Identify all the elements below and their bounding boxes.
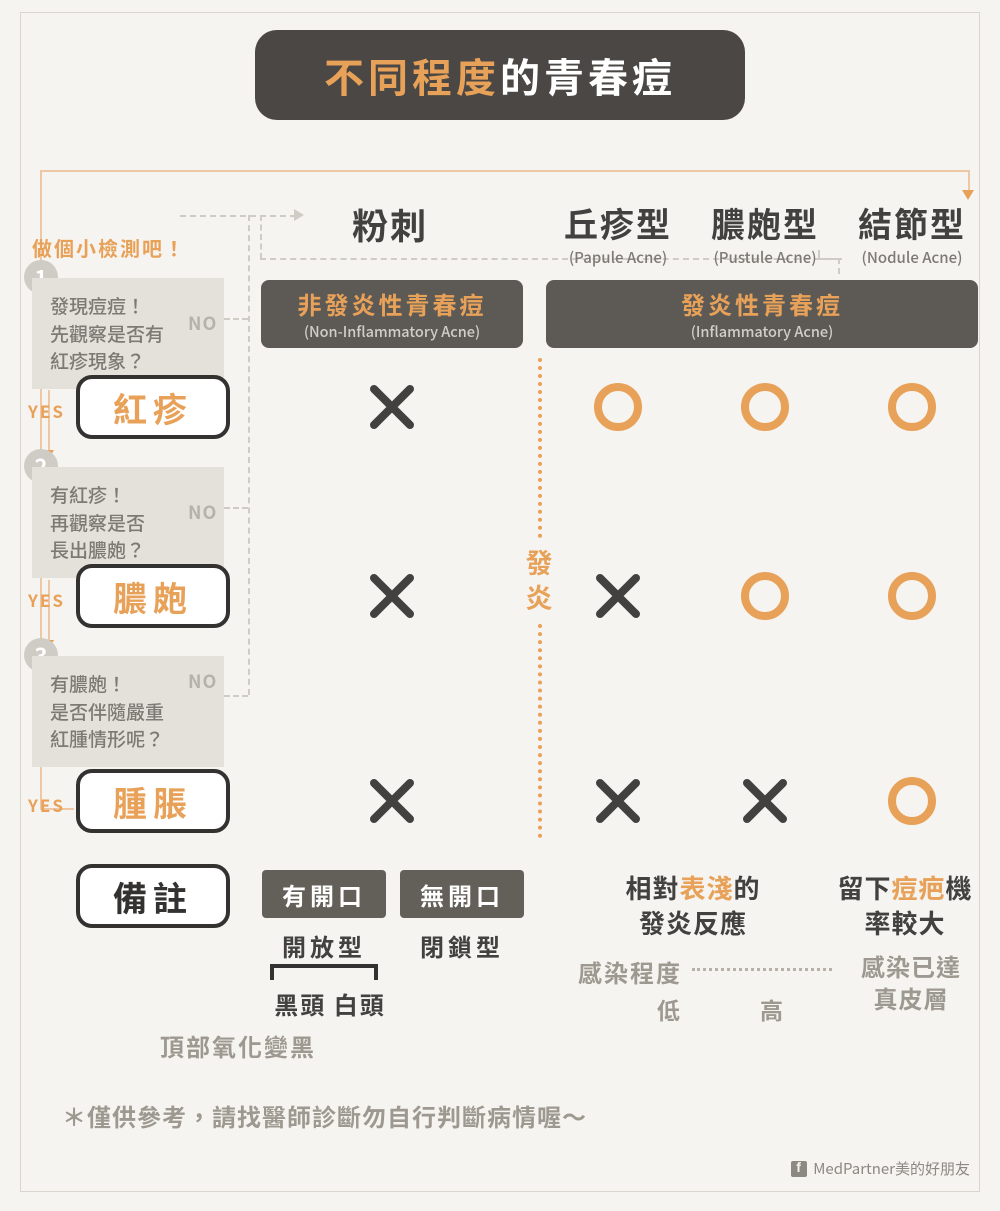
- col-nodule: 結節型 (Nodule Acne): [842, 198, 982, 268]
- mark-r1-c3: [737, 379, 793, 435]
- dotted-divider: [538, 624, 542, 838]
- yes-label-3: YES: [28, 792, 65, 817]
- dermis-note: 感染已達 真皮層: [836, 950, 986, 1015]
- no-label-1: NO: [188, 310, 217, 336]
- mark-r3-c1: [364, 773, 420, 829]
- col-papule: 丘疹型 (Papule Acne): [548, 198, 688, 268]
- mark-r1-c2: [590, 379, 646, 435]
- mark-r3-c4: [884, 773, 940, 829]
- col-pustule-zh: 膿皰型: [695, 198, 835, 247]
- facebook-icon: [791, 1161, 807, 1177]
- mark-r2-c1: [364, 568, 420, 624]
- mark-r2-c4: [884, 568, 940, 624]
- no-label-3: NO: [188, 668, 217, 694]
- mark-r3-c2: [590, 773, 646, 829]
- connector: [260, 215, 262, 259]
- col-comedone-zh: 粉刺: [300, 198, 480, 250]
- col-pustule-en: (Pustule Acne): [695, 247, 835, 268]
- eyebrow-text: 做個小檢測吧！: [32, 233, 186, 262]
- pill-close: 無開口: [400, 870, 524, 918]
- note-right-accent: 痘疤: [891, 869, 945, 906]
- row-label-notes: 備註: [76, 864, 230, 928]
- cat-infl-zh: 發炎性青春痘: [546, 286, 978, 321]
- mark-r2-c2: [590, 568, 646, 624]
- note-mid: 相對表淺的 發炎反應: [548, 870, 838, 940]
- mark-r1-c1: [364, 379, 420, 435]
- col-nodule-zh: 結節型: [842, 198, 982, 247]
- yes-label-1: YES: [28, 398, 65, 423]
- title-accent: 不同程度: [324, 46, 500, 104]
- row-label-pustule: 膿皰: [76, 564, 230, 628]
- mark-r3-c3: [737, 773, 793, 829]
- cat-infl-en: (Inflammatory Acne): [546, 321, 978, 342]
- note-right-pre: 留下: [837, 869, 891, 906]
- col-nodule-en: (Nodule Acne): [842, 247, 982, 268]
- cat-noninfl-en: (Non-Inflammatory Acne): [261, 321, 523, 342]
- no-label-2: NO: [188, 499, 217, 525]
- credit-text: MedPartner美的好朋友: [813, 1158, 970, 1179]
- oxidation-note: 頂部氧化變黑: [160, 1028, 316, 1063]
- col-comedone: 粉刺: [300, 198, 480, 250]
- inflammation-label: 發 炎: [524, 540, 554, 618]
- note-right: 留下痘疤機 率較大: [820, 870, 990, 940]
- yes-label-2: YES: [28, 587, 65, 612]
- col-papule-en: (Papule Acne): [548, 247, 688, 268]
- note-mid-pre: 相對: [625, 869, 679, 906]
- row-label-rash: 紅疹: [76, 375, 230, 439]
- flow-line: [968, 170, 970, 192]
- category-inflammatory: 發炎性青春痘 (Inflammatory Acne): [546, 280, 978, 348]
- black-white-head: 黑頭 白頭: [250, 986, 410, 1021]
- sub-open: 開放型: [262, 928, 386, 963]
- cat-noninfl-zh: 非發炎性青春痘: [261, 286, 523, 321]
- col-pustule: 膿皰型 (Pustule Acne): [695, 198, 835, 268]
- infect-low: 低: [657, 992, 680, 1026]
- flow-line: [40, 170, 970, 172]
- connector: [180, 215, 296, 217]
- credit: MedPartner美的好朋友: [791, 1158, 970, 1179]
- connector: [248, 215, 250, 695]
- mark-r2-c3: [737, 568, 793, 624]
- connector: [224, 695, 248, 697]
- dotted-divider: [538, 358, 542, 538]
- bracket-icon: [270, 964, 378, 980]
- connector: [224, 507, 248, 509]
- category-noninflammatory: 非發炎性青春痘 (Non-Inflammatory Acne): [261, 280, 523, 348]
- pill-open: 有開口: [262, 870, 386, 918]
- page-title: 不同程度的青春痘: [255, 30, 745, 120]
- note-mid-accent: 表淺: [679, 869, 733, 906]
- col-papule-zh: 丘疹型: [548, 198, 688, 247]
- title-normal: 的青春痘: [500, 46, 676, 104]
- infect-label: 感染程度: [578, 954, 682, 989]
- infect-high: 高: [760, 992, 783, 1026]
- disclaimer: ＊僅供參考，請找醫師診斷勿自行判斷病情喔～: [62, 1098, 587, 1133]
- connector: [838, 258, 840, 274]
- infect-scale: [692, 968, 832, 971]
- row-label-swelling: 腫脹: [76, 769, 230, 833]
- connector: [224, 318, 248, 320]
- sub-close: 閉鎖型: [400, 928, 524, 963]
- mark-r1-c4: [884, 379, 940, 435]
